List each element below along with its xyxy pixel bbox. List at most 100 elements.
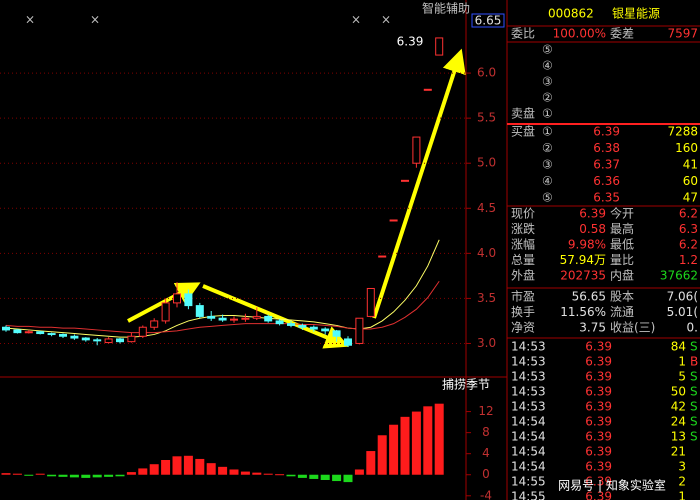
candle-body bbox=[264, 315, 273, 322]
panel-text: 21 bbox=[671, 445, 686, 459]
y-tick-label: -4 bbox=[480, 488, 492, 500]
panel-text: 50 bbox=[671, 385, 686, 399]
panel-text: 6.39 bbox=[585, 400, 612, 414]
panel-text: 最高 bbox=[610, 221, 634, 236]
indicator-bar bbox=[354, 469, 364, 475]
panel-text: 14:54 bbox=[511, 415, 546, 429]
candle-body bbox=[195, 305, 204, 317]
panel-text: 换手 bbox=[511, 305, 535, 319]
panel-text: 最低 bbox=[610, 238, 634, 252]
indicator-name: 智能辅助 bbox=[422, 1, 470, 16]
y-tick-label: 3.0 bbox=[477, 336, 496, 350]
panel-text: 14:55 bbox=[511, 475, 546, 489]
candle-body bbox=[309, 326, 318, 330]
panel-text: 1 bbox=[678, 490, 686, 500]
panel-text: 市盈 bbox=[511, 289, 535, 304]
candle-body bbox=[70, 335, 79, 339]
panel-text: ① bbox=[542, 107, 553, 121]
panel-text: 卖盘 bbox=[511, 106, 535, 121]
indicator-bar bbox=[195, 458, 205, 475]
candle-body bbox=[389, 219, 398, 222]
panel-text: 6.39 bbox=[585, 385, 612, 399]
candle-body bbox=[2, 326, 10, 331]
indicator-bar bbox=[149, 464, 159, 475]
candle-body bbox=[24, 331, 33, 334]
y-tick-label: 3.5 bbox=[477, 291, 496, 305]
candle-body bbox=[173, 293, 181, 304]
indicator-bar bbox=[206, 463, 216, 475]
panel-text: B bbox=[690, 355, 698, 369]
panel-text: S bbox=[690, 385, 698, 399]
indicator-bar bbox=[389, 424, 399, 475]
panel-text: 14:54 bbox=[511, 460, 546, 474]
panel-text: 6.39 bbox=[585, 340, 612, 354]
indicator-bar bbox=[252, 472, 262, 475]
panel-text: 量比 bbox=[610, 253, 634, 267]
candle-body bbox=[252, 315, 261, 319]
candle-body bbox=[275, 320, 284, 325]
candle-body bbox=[332, 330, 341, 337]
panel-text: 7288 bbox=[667, 125, 698, 139]
panel-text: S bbox=[690, 430, 698, 444]
indicator-bar bbox=[126, 472, 136, 475]
panel-text: 7597 bbox=[667, 27, 698, 41]
panel-text: 11.56% bbox=[560, 305, 606, 319]
indicator-bar bbox=[12, 473, 22, 475]
indicator-title: 捕捞季节 bbox=[442, 377, 490, 392]
candle-body bbox=[150, 320, 159, 328]
indicator-bar bbox=[309, 474, 319, 479]
toolbar-mark: × bbox=[381, 13, 391, 27]
watermark: 网易号 | 知象实验室 bbox=[558, 478, 666, 493]
panel-text: 14:54 bbox=[511, 430, 546, 444]
panel-text: 内盘 bbox=[610, 268, 634, 283]
indicator-bar bbox=[58, 474, 68, 477]
indicator-bar bbox=[434, 403, 444, 475]
panel-text: 6.39 bbox=[585, 430, 612, 444]
indicator-bar bbox=[377, 435, 387, 475]
arrow bbox=[372, 48, 466, 319]
y-tick-label: 4.0 bbox=[477, 246, 496, 260]
panel-text: 14:54 bbox=[511, 445, 546, 459]
panel-text: 14:55 bbox=[511, 490, 546, 500]
panel-text: 6.39 bbox=[585, 370, 612, 384]
panel-text: 13 bbox=[671, 430, 686, 444]
indicator-bar bbox=[69, 474, 79, 478]
candle-body bbox=[366, 287, 375, 317]
panel-text: 202735 bbox=[560, 269, 606, 283]
panel-text: 委差 bbox=[610, 27, 634, 41]
candle-body bbox=[287, 323, 295, 326]
panel-text: 7.06( bbox=[667, 290, 698, 304]
indicator-bar bbox=[332, 474, 342, 482]
panel-text: ② bbox=[542, 91, 553, 105]
candle-body bbox=[13, 329, 22, 334]
panel-text: 41 bbox=[683, 158, 698, 172]
panel-text: ③ bbox=[542, 158, 553, 172]
panel-text: 9.98% bbox=[568, 238, 606, 252]
panel-text: 6.35 bbox=[593, 191, 620, 205]
y-tick-label: 8 bbox=[482, 425, 490, 439]
panel-text: 6.36 bbox=[593, 174, 620, 188]
indicator-bar bbox=[81, 474, 91, 478]
panel-text: S bbox=[690, 340, 698, 354]
indicator-bar bbox=[104, 474, 114, 477]
panel-text: 流通 bbox=[610, 305, 634, 319]
indicator-bar bbox=[47, 474, 57, 477]
panel-text: S bbox=[690, 370, 698, 384]
panel-text: ② bbox=[542, 141, 553, 155]
panel-text: 6.39 bbox=[585, 445, 612, 459]
panel-text: 6.3 bbox=[679, 222, 698, 236]
panel-text: 6.39 bbox=[585, 460, 612, 474]
indicator-bar bbox=[172, 456, 182, 475]
panel-text: 股本 bbox=[610, 290, 634, 304]
indicator-bar bbox=[218, 466, 228, 475]
indicator-bar bbox=[343, 474, 353, 483]
indicator-bar bbox=[229, 469, 239, 475]
price-annotation: 6.39 bbox=[397, 35, 424, 49]
panel-text: 6.39 bbox=[585, 355, 612, 369]
candle-body bbox=[36, 331, 45, 335]
panel-text: 14:53 bbox=[511, 340, 546, 354]
candle-body bbox=[138, 326, 147, 337]
panel-text: 外盘 bbox=[511, 268, 535, 283]
indicator-bar bbox=[366, 451, 376, 475]
